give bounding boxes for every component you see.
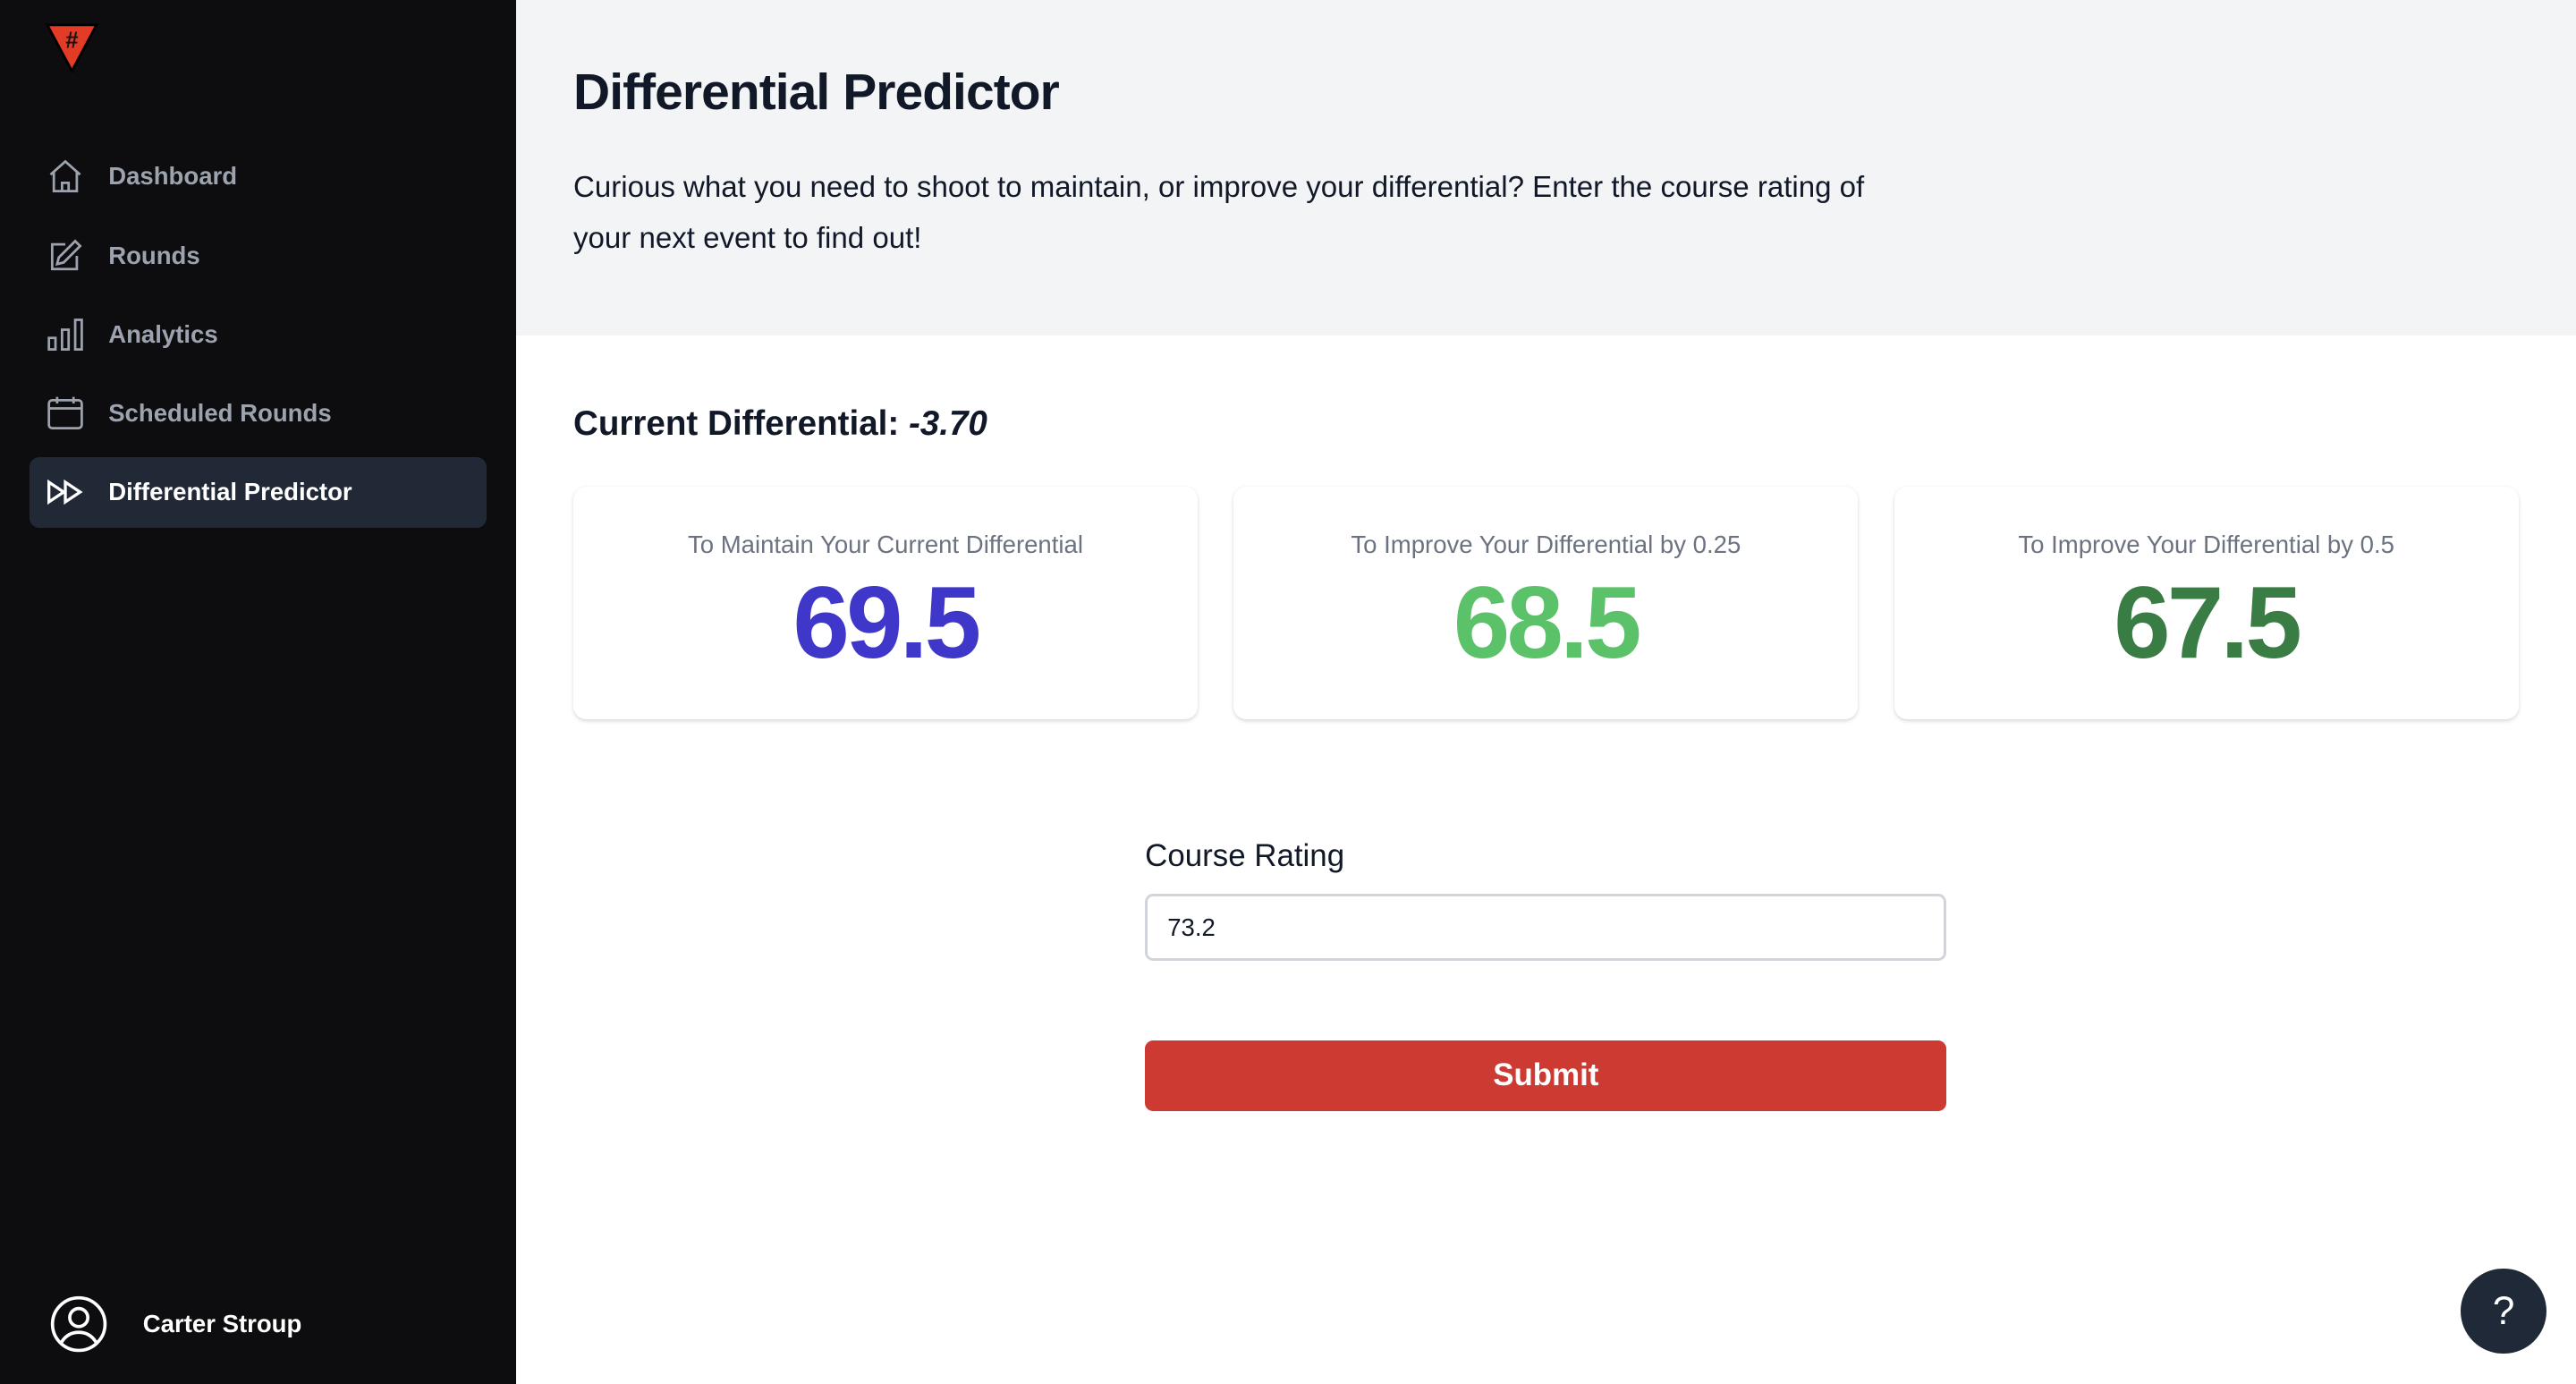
improve-025-card: To Improve Your Differential by 0.25 68.… <box>1233 486 1859 720</box>
card-label: To Maintain Your Current Differential <box>687 531 1083 559</box>
sidebar-item-analytics[interactable]: Analytics <box>30 299 487 369</box>
sidebar-item-label: Differential Predictor <box>108 478 352 506</box>
sidebar-item-label: Scheduled Rounds <box>108 398 332 427</box>
card-value: 67.5 <box>2114 565 2302 680</box>
card-label: To Improve Your Differential by 0.25 <box>1351 531 1741 559</box>
sidebar-item-scheduled-rounds[interactable]: Scheduled Rounds <box>30 378 487 448</box>
card-value: 68.5 <box>1453 565 1642 680</box>
user-profile[interactable]: Carter Stroup <box>49 1295 301 1354</box>
maintain-card: To Maintain Your Current Differential 69… <box>573 486 1198 720</box>
page-description: Curious what you need to shoot to mainta… <box>573 170 1865 255</box>
sidebar-item-differential-predictor[interactable]: Differential Predictor <box>30 456 487 528</box>
course-rating-input[interactable] <box>1145 894 1947 962</box>
sidebar-item-rounds[interactable]: Rounds <box>30 220 487 291</box>
sidebar-item-dashboard[interactable]: Dashboard <box>30 141 487 212</box>
user-circle-icon <box>50 1296 107 1353</box>
page-title: Differential Predictor <box>573 63 1060 121</box>
current-differential-value: -3.70 <box>908 403 987 443</box>
sidebar-item-label: Analytics <box>108 319 218 348</box>
sidebar-item-label: Dashboard <box>108 162 238 191</box>
bar-chart-icon <box>47 318 84 351</box>
card-value: 69.5 <box>792 565 982 680</box>
submit-button[interactable]: Submit <box>1145 1040 1947 1111</box>
page-header: Differential Predictor Curious what you … <box>515 0 2576 335</box>
pencil-square-icon <box>51 239 82 270</box>
home-icon <box>50 160 81 193</box>
user-name: Carter Stroup <box>142 1310 302 1338</box>
svg-text:#: # <box>66 28 79 53</box>
card-label: To Improve Your Differential by 0.5 <box>2018 531 2394 559</box>
logo-icon[interactable]: # <box>46 23 99 72</box>
help-button[interactable]: ? <box>2461 1268 2546 1354</box>
sidebar-item-label: Rounds <box>108 241 200 269</box>
current-differential: Current Differential: -3.70 <box>573 404 987 444</box>
current-differential-label: Current Differential: <box>573 403 900 443</box>
calendar-icon <box>47 396 84 429</box>
sidebar: # Dashboard Rounds Analytics Scheduled R… <box>0 0 516 1384</box>
improve-05-card: To Improve Your Differential by 0.5 67.5 <box>1894 486 2519 720</box>
forward-icon <box>47 479 83 505</box>
course-rating-label: Course Rating <box>1145 837 1345 873</box>
